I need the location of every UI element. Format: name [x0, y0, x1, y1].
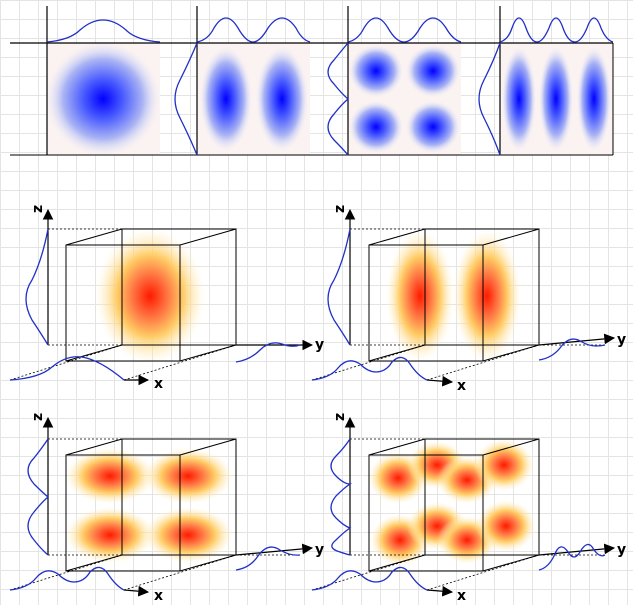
panel-2d-n2-1: [160, 6, 311, 156]
x-axis-arrow: [426, 375, 454, 387]
z-axis-label: z: [30, 205, 46, 213]
y-axis-label: y: [617, 542, 626, 558]
probability-blob: [349, 45, 403, 97]
wavefunction-x: [499, 17, 614, 43]
x-axis-arrow: [426, 585, 454, 597]
panel-2d-n3-1: [461, 6, 614, 156]
wavefunction-x: [9, 356, 125, 381]
wavefunction-z: [25, 228, 49, 346]
probability-blob: [349, 101, 403, 153]
x-axis-label: x: [154, 588, 163, 604]
wavefunction-x: [347, 17, 462, 43]
x-axis-arrow: [123, 585, 150, 597]
wavefunction-y: [235, 546, 301, 571]
panel-3d-n2-2-3: z y x: [311, 413, 626, 604]
y-axis-label: y: [617, 332, 626, 348]
panel-3d-n2-2-2: z y x: [9, 413, 324, 604]
wavefunction-y: [327, 42, 350, 156]
x-axis-label: x: [154, 376, 163, 392]
wavefunction-y: [538, 543, 606, 571]
probability-blob: [406, 45, 460, 97]
probability-blob: [474, 439, 534, 491]
wavefunction-z: [27, 438, 50, 556]
y-axis-label: y: [315, 542, 324, 558]
z-axis-label: z: [30, 413, 46, 421]
probability-blob: [143, 448, 233, 504]
wavefunction-y: [478, 42, 501, 156]
two-dimensional-box-row: [10, 6, 614, 156]
wavefunction-y: [538, 338, 606, 361]
probability-blob: [502, 47, 536, 151]
probability-blob: [577, 47, 611, 151]
y-axis-arrow: [538, 543, 616, 556]
probability-blob: [256, 47, 308, 151]
probability-blob: [95, 228, 205, 364]
z-axis-label: z: [332, 413, 348, 421]
x-axis-label: x: [457, 588, 466, 604]
wavefunction-z: [327, 228, 351, 346]
panel-2d-n2-2: [310, 6, 462, 156]
probability-blob: [65, 507, 155, 563]
wavefunction-x: [311, 356, 428, 381]
probability-blob: [386, 230, 454, 362]
y-axis-label: y: [315, 337, 324, 353]
panel-2d-n1-1: [10, 6, 161, 156]
wavefunction-z: [330, 438, 353, 556]
probability-blob: [65, 448, 155, 504]
wavefunction-x: [196, 17, 311, 43]
panel-3d-n1-1-1: z y x: [9, 205, 324, 392]
x-axis-label: x: [457, 378, 466, 394]
wavefunction-y: [174, 42, 198, 156]
probability-blob: [406, 101, 460, 153]
panel-3d-n1-2-1: z y x: [311, 205, 626, 394]
probability-blob: [143, 507, 233, 563]
y-axis-arrow: [235, 543, 314, 556]
wavefunction-x: [9, 566, 125, 591]
wavefunction-y: [235, 342, 301, 363]
probability-blob: [200, 47, 252, 151]
probability-blob: [476, 500, 536, 552]
z-axis-label: z: [332, 205, 348, 213]
probability-blob: [46, 42, 160, 156]
wavefunction-x: [46, 19, 161, 43]
wavefunction-x: [311, 566, 428, 591]
probability-blob: [539, 47, 573, 151]
probability-blob: [453, 230, 521, 362]
y-axis-arrow: [538, 333, 616, 346]
